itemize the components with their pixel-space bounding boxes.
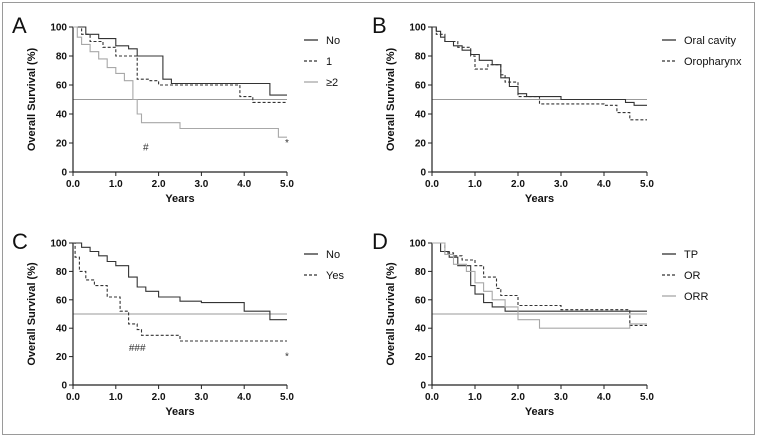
x-axis-title: Years (165, 193, 194, 205)
series-line-1 (73, 242, 287, 342)
x-tick-label: 4.0 (597, 179, 611, 190)
x-tick-label: 3.0 (194, 392, 208, 403)
x-tick-label: 5.0 (640, 179, 654, 190)
panel-a: A 0 20 40 60 80 100 0.0 1.0 2.0 3.0 4.0 5.0 Years Over… (12, 13, 340, 205)
y-tick-label: 0 (61, 168, 67, 179)
y-tick-label: 40 (415, 110, 427, 121)
x-tick-label: 1.0 (468, 392, 482, 403)
y-tick-label: 100 (409, 239, 426, 250)
annotation-mark: # (143, 142, 149, 153)
panel-letter: D (372, 229, 388, 254)
legend-label: ≥2 (326, 77, 338, 89)
x-axis-title: Years (525, 406, 554, 418)
y-tick-label: 20 (56, 352, 68, 363)
panel-letter: C (12, 229, 28, 254)
series-line-2 (73, 26, 287, 138)
x-tick-label: 2.0 (511, 392, 525, 403)
x-tick-label: 2.0 (152, 179, 166, 190)
y-tick-label: 20 (415, 352, 427, 363)
legend-label: Oropharynx (684, 56, 742, 68)
y-tick-label: 40 (56, 110, 68, 121)
y-tick-label: 40 (415, 324, 427, 335)
y-tick-label: 40 (56, 324, 68, 335)
x-tick-label: 3.0 (554, 392, 568, 403)
y-tick-label: 100 (50, 23, 67, 34)
y-tick-label: 60 (415, 81, 427, 92)
y-tick-label: 20 (56, 139, 68, 150)
legend-label: No (326, 249, 340, 261)
y-tick-label: 20 (415, 139, 427, 150)
x-tick-label: 0.0 (66, 179, 80, 190)
y-tick-label: 80 (415, 52, 427, 63)
panel-letter: B (372, 13, 387, 38)
x-tick-label: 0.0 (425, 179, 439, 190)
y-tick-label: 100 (409, 23, 426, 34)
x-tick-label: 5.0 (280, 392, 294, 403)
y-tick-label: 80 (56, 52, 68, 63)
y-tick-label: 0 (61, 381, 67, 392)
legend-label: TP (684, 249, 698, 261)
series-line-1 (432, 242, 647, 326)
y-axis-title: Overall Survival (%) (26, 262, 38, 366)
y-tick-label: 80 (56, 267, 68, 278)
legend-label: Yes (326, 270, 344, 282)
legend-label: OR (684, 270, 701, 282)
panel-letter: A (12, 13, 27, 38)
x-tick-label: 5.0 (640, 392, 654, 403)
annotation-mark: * (285, 138, 289, 149)
x-tick-label: 0.0 (425, 392, 439, 403)
y-axis-title: Overall Survival (%) (385, 262, 397, 366)
y-axis-title: Overall Survival (%) (385, 48, 397, 152)
y-tick-label: 60 (415, 295, 427, 306)
panel-c: C 0 20 40 60 80 100 0.0 1.0 2.0 3.0 4.0 5.0 Years Over… (12, 229, 344, 418)
x-tick-label: 1.0 (109, 392, 123, 403)
x-tick-label: 4.0 (597, 392, 611, 403)
x-tick-label: 1.0 (468, 179, 482, 190)
annotation-mark: * (285, 351, 289, 362)
series-line-0 (432, 26, 647, 106)
legend-label: No (326, 35, 340, 47)
y-tick-label: 0 (420, 381, 426, 392)
annotation-mark: ### (129, 343, 146, 354)
x-tick-label: 2.0 (152, 392, 166, 403)
y-tick-label: 60 (56, 295, 68, 306)
panel-b: B 0 20 40 60 80 100 0.0 1.0 2.0 3.0 4.0 5.0 Years Over… (372, 13, 742, 205)
x-tick-label: 4.0 (237, 179, 251, 190)
legend-label: ORR (684, 291, 709, 303)
series-line-2 (432, 242, 647, 329)
series-line-1 (432, 26, 647, 121)
x-tick-label: 3.0 (194, 179, 208, 190)
y-tick-label: 60 (56, 81, 68, 92)
y-tick-label: 0 (420, 168, 426, 179)
x-tick-label: 2.0 (511, 179, 525, 190)
x-axis-title: Years (525, 193, 554, 205)
y-tick-label: 100 (50, 239, 67, 250)
legend-label: Oral cavity (684, 35, 736, 47)
x-tick-label: 0.0 (66, 392, 80, 403)
x-tick-label: 5.0 (280, 179, 294, 190)
panel-d: D 0 20 40 60 80 100 0.0 1.0 2.0 3.0 4.0 5.0 Years Over… (372, 229, 709, 418)
x-tick-label: 1.0 (109, 179, 123, 190)
x-tick-label: 4.0 (237, 392, 251, 403)
legend-label: 1 (326, 56, 332, 68)
x-axis-title: Years (165, 406, 194, 418)
series-line-1 (73, 26, 287, 103)
series-line-0 (73, 242, 287, 321)
x-tick-label: 3.0 (554, 179, 568, 190)
y-tick-label: 80 (415, 267, 427, 278)
y-axis-title: Overall Survival (%) (26, 48, 38, 152)
series-line-0 (432, 242, 647, 312)
figure-frame (2, 2, 755, 435)
series-line-0 (73, 26, 287, 96)
